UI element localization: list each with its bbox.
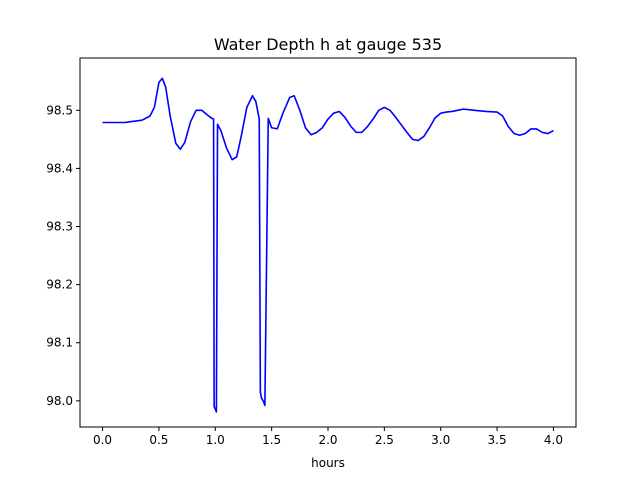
y-tick-label: 98.3 [46,220,73,234]
x-tick-label: 2.5 [375,433,394,447]
y-tick-label: 98.4 [46,161,73,175]
x-tick-label: 1.0 [206,433,225,447]
x-tick-label: 3.0 [431,433,450,447]
x-tick-label: 4.0 [544,433,563,447]
y-tick-label: 98.5 [46,103,73,117]
x-tick-label: 2.0 [318,433,337,447]
y-axis: 98.0 98.1 98.2 98.3 98.4 98.5 [46,103,80,408]
y-tick-label: 98.1 [46,336,73,350]
x-tick-label: 1.5 [262,433,281,447]
plot-area [102,77,554,413]
x-tick-label: 3.5 [488,433,507,447]
series-line-0 [102,77,554,413]
x-axis: 0.0 0.5 1.0 1.5 2.0 2.5 3.0 3.5 4.0 [93,427,563,447]
y-tick-label: 98.0 [46,394,73,408]
chart-title: Water Depth h at gauge 535 [214,35,442,54]
x-tick-label: 0.0 [93,433,112,447]
x-axis-label: hours [311,456,345,470]
y-tick-label: 98.2 [46,278,73,292]
x-tick-label: 0.5 [149,433,168,447]
